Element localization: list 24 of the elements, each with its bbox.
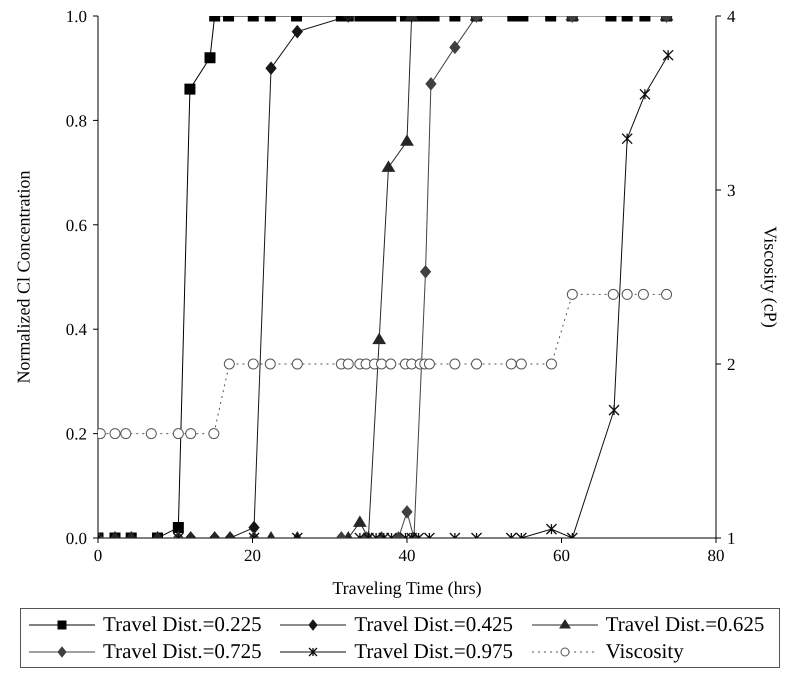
legend-label: Travel Dist.=0.625 xyxy=(606,612,764,637)
y-tick-label: 0.6 xyxy=(66,216,87,235)
x-axis-title: Traveling Time (hrs) xyxy=(332,578,482,598)
legend-label: Travel Dist.=0.225 xyxy=(103,612,262,637)
x-tick-label: 20 xyxy=(244,546,261,566)
x-tick-label: 80 xyxy=(708,546,724,566)
legend-label: Travel Dist.=0.725 xyxy=(103,639,262,664)
x-tick-label: 60 xyxy=(553,546,570,566)
legend-label: Viscosity xyxy=(606,639,684,664)
legend-label: Travel Dist.=0.975 xyxy=(354,639,513,664)
y2-tick-label: 2 xyxy=(727,355,736,374)
y-tick-label: 0.2 xyxy=(66,424,87,444)
x-tick-label: 40 xyxy=(398,546,416,566)
y2-tick-label: 1 xyxy=(727,529,736,548)
y-tick-label: 0.0 xyxy=(66,529,87,548)
y2-axis-title: Viscosity (cP) xyxy=(760,226,781,328)
legend-label: Travel Dist.=0.425 xyxy=(354,612,513,637)
y2-tick-label: 3 xyxy=(727,181,736,200)
x-tick-label: 0 xyxy=(94,546,102,566)
y-tick-label: 0.4 xyxy=(66,320,88,340)
y2-tick-label: 4 xyxy=(727,7,736,26)
y-tick-label: 1.0 xyxy=(66,7,87,26)
y-axis-title: Normalized Cl Concentration xyxy=(13,170,34,384)
y-tick-label: 0.8 xyxy=(66,111,87,130)
